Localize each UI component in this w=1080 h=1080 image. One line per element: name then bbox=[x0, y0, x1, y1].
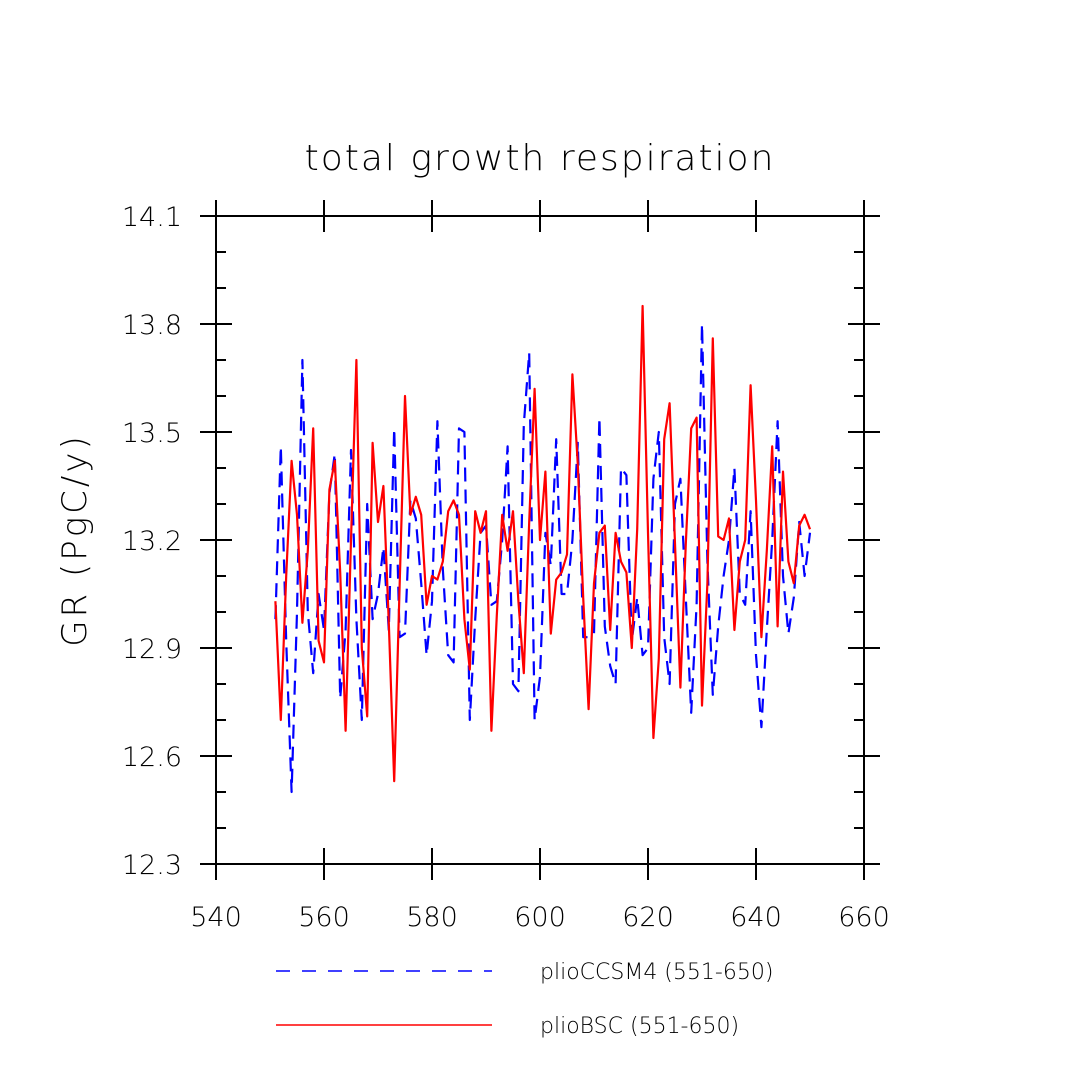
y-tick-label: 13.2 bbox=[122, 526, 182, 557]
y-tick-label: 13.8 bbox=[122, 310, 182, 341]
x-tick-label: 540 bbox=[190, 902, 242, 933]
x-tick-label: 640 bbox=[730, 902, 782, 933]
x-tick-label: 660 bbox=[838, 902, 890, 933]
x-tick-label: 600 bbox=[514, 902, 566, 933]
y-tick-label: 14.1 bbox=[122, 202, 182, 233]
y-tick-label: 12.3 bbox=[122, 850, 182, 881]
plot-area: 540 560 580 600 620 640 660 12.3 12.6 12.9 13.2 13.… bbox=[122, 200, 890, 933]
x-tick-label: 560 bbox=[298, 902, 350, 933]
x-tick-label: 580 bbox=[406, 902, 458, 933]
legend-label-pliobsc: plioBSC (551-650) bbox=[540, 1014, 739, 1039]
series-line-pliobsc bbox=[274, 304, 812, 783]
y-tick-label: 12.9 bbox=[122, 634, 182, 665]
legend: plioCCSM4 (551-650) plioBSC (551-650) bbox=[276, 960, 773, 1039]
x-tick-label: 620 bbox=[622, 902, 674, 933]
y-tick-label: 12.6 bbox=[122, 742, 182, 773]
y-axis-label: GR (PgC/y) bbox=[55, 433, 95, 647]
legend-label-plioccsm4: plioCCSM4 (551-650) bbox=[540, 960, 773, 985]
series-line-plioccsm4 bbox=[274, 322, 812, 794]
y-tick-label: 13.5 bbox=[122, 418, 182, 449]
chart-title: total growth respiration bbox=[305, 138, 776, 179]
